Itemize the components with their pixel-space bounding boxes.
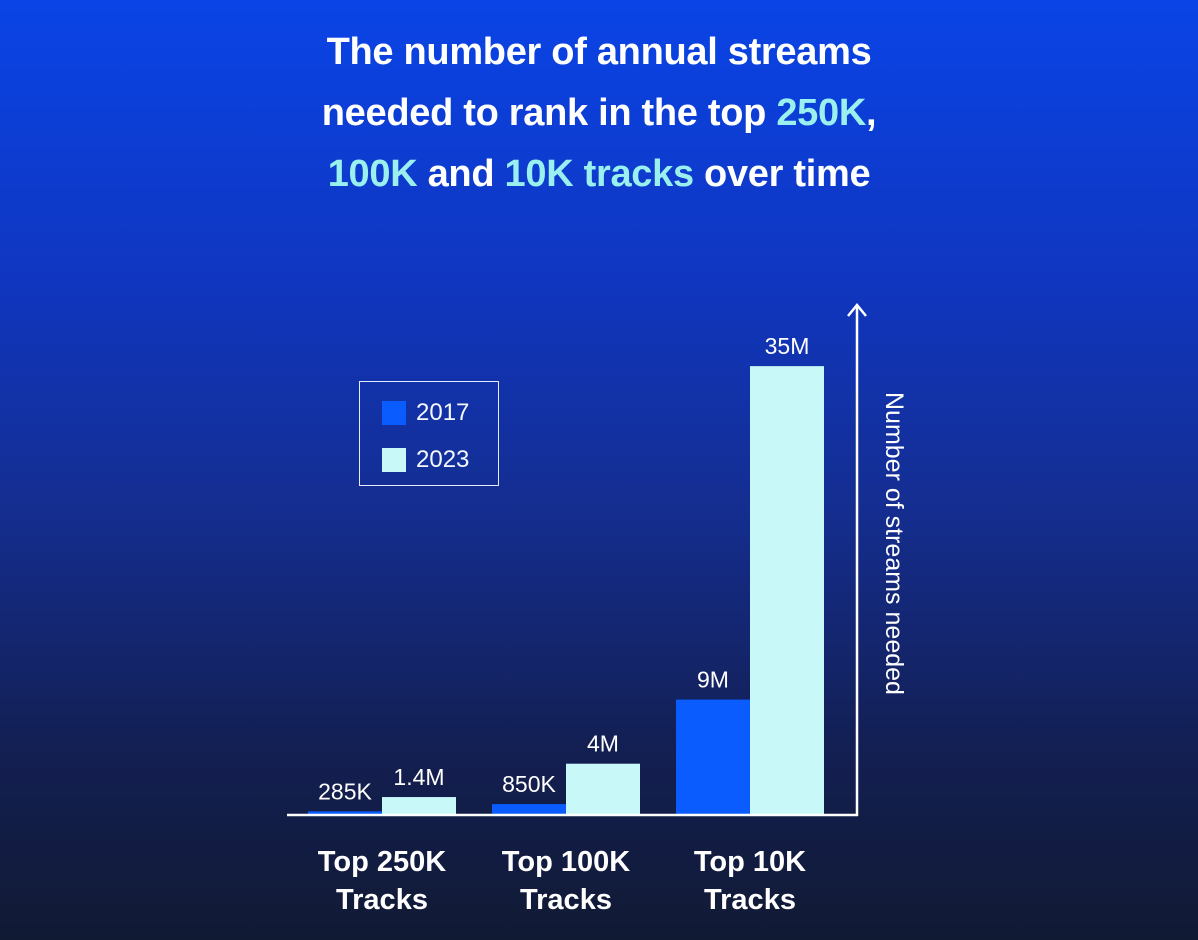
title-line-3: 100K and 10K tracks over time bbox=[327, 153, 871, 195]
chart-title: The number of annual streams needed to r… bbox=[0, 22, 1198, 205]
bar-value-label: 850K bbox=[502, 771, 556, 797]
bar-value-label: 4M bbox=[587, 731, 619, 757]
legend-label-2023: 2023 bbox=[416, 446, 470, 473]
category-label: Tracks bbox=[704, 884, 796, 916]
bar-value-label: 1.4M bbox=[393, 764, 444, 790]
category-label: Tracks bbox=[336, 884, 428, 916]
category-label: Top 100K bbox=[502, 846, 630, 878]
y-axis-label: Number of streams needed bbox=[880, 392, 908, 695]
legend-item-2017: 2017 bbox=[382, 399, 470, 426]
bar-value-label: 35M bbox=[765, 333, 810, 359]
y-axis-arrow-icon bbox=[847, 303, 867, 317]
bar-2017-1 bbox=[492, 804, 566, 815]
bar-value-label: 285K bbox=[318, 778, 372, 804]
bar-2023-2 bbox=[750, 366, 824, 815]
bar-value-label: 9M bbox=[697, 667, 729, 693]
bar-2017-0 bbox=[308, 811, 382, 815]
category-label: Top 10K bbox=[694, 846, 806, 878]
bar-2023-0 bbox=[382, 797, 456, 815]
category-label: Top 250K bbox=[318, 846, 446, 878]
legend-swatch-2017 bbox=[382, 401, 406, 425]
legend-label-2017: 2017 bbox=[416, 399, 470, 426]
legend: 2017 2023 bbox=[359, 381, 499, 486]
bar-2017-2 bbox=[676, 699, 750, 815]
category-label: Tracks bbox=[520, 884, 612, 916]
title-line-2: needed to rank in the top 250K, bbox=[321, 92, 877, 134]
title-line-1: The number of annual streams bbox=[326, 31, 872, 73]
legend-item-2023: 2023 bbox=[382, 446, 470, 473]
legend-swatch-2023 bbox=[382, 448, 406, 472]
bar-2023-1 bbox=[566, 763, 640, 815]
